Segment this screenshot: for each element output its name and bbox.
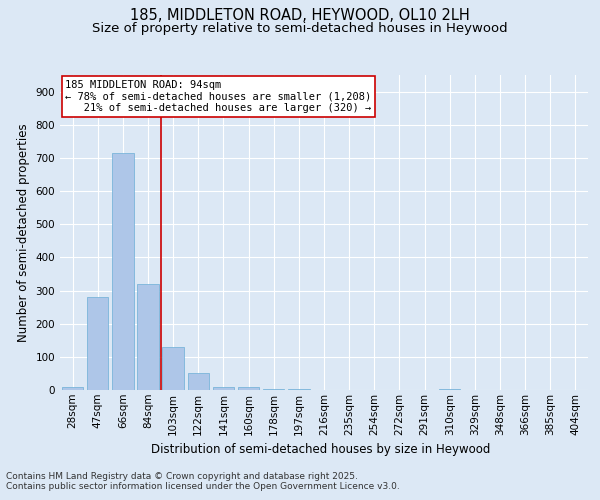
Text: Contains HM Land Registry data © Crown copyright and database right 2025.: Contains HM Land Registry data © Crown c… xyxy=(6,472,358,481)
Text: Size of property relative to semi-detached houses in Heywood: Size of property relative to semi-detach… xyxy=(92,22,508,35)
Bar xyxy=(87,297,109,390)
Y-axis label: Number of semi-detached properties: Number of semi-detached properties xyxy=(17,123,30,342)
Bar xyxy=(163,347,184,390)
Bar xyxy=(238,386,259,390)
Text: Distribution of semi-detached houses by size in Heywood: Distribution of semi-detached houses by … xyxy=(151,442,491,456)
Bar xyxy=(213,386,234,390)
Text: Contains public sector information licensed under the Open Government Licence v3: Contains public sector information licen… xyxy=(6,482,400,491)
Bar xyxy=(112,153,134,390)
Bar xyxy=(62,386,83,390)
Bar xyxy=(137,284,158,390)
Text: 185 MIDDLETON ROAD: 94sqm
← 78% of semi-detached houses are smaller (1,208)
   2: 185 MIDDLETON ROAD: 94sqm ← 78% of semi-… xyxy=(65,80,371,113)
Text: 185, MIDDLETON ROAD, HEYWOOD, OL10 2LH: 185, MIDDLETON ROAD, HEYWOOD, OL10 2LH xyxy=(130,8,470,22)
Bar xyxy=(188,374,209,390)
